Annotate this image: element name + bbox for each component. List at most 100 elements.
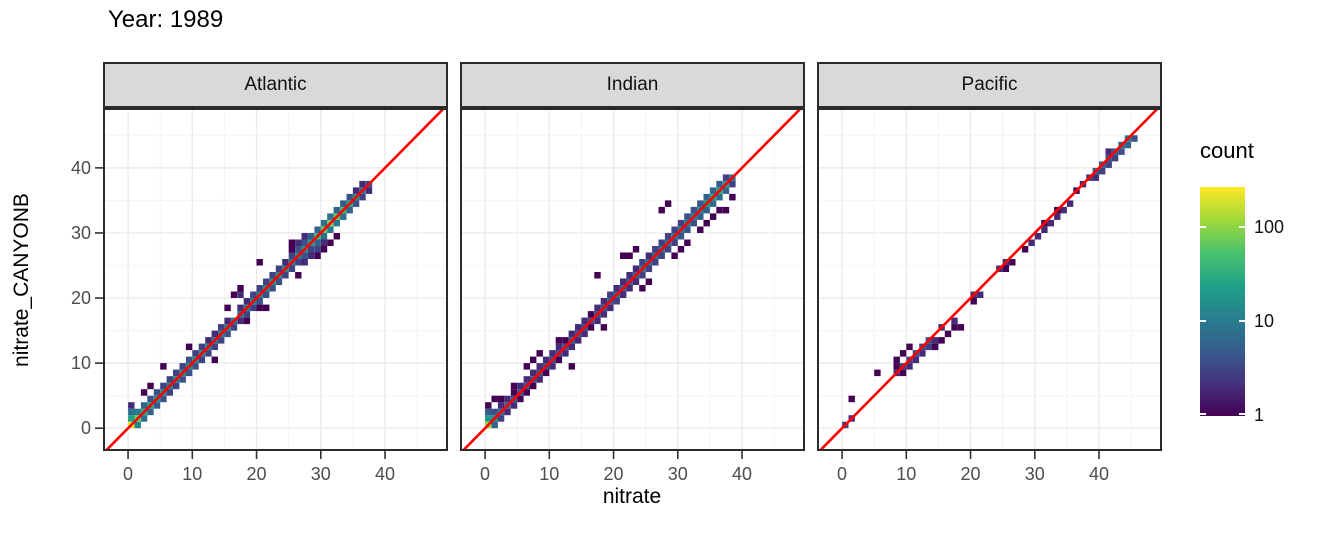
bin-tile xyxy=(237,304,244,312)
bin-tile xyxy=(1118,148,1125,155)
bin-tile xyxy=(205,337,212,344)
bin-tile xyxy=(237,285,244,292)
bin-tile xyxy=(224,304,231,312)
y-axis: 0 10 20 30 40 xyxy=(71,158,103,438)
bin-tile xyxy=(709,187,717,194)
bin-tile xyxy=(307,233,315,240)
bin-tile xyxy=(218,324,225,331)
bin-tile xyxy=(722,206,730,214)
bin-tile xyxy=(664,246,672,253)
bin-tile xyxy=(620,252,627,259)
bin-tile xyxy=(1124,141,1132,149)
x-tick-label: 40 xyxy=(1089,464,1109,484)
bin-tile xyxy=(600,311,608,318)
bin-tile xyxy=(140,389,148,396)
bin-tile xyxy=(671,239,678,246)
facet-strip-indian: Indian xyxy=(460,62,805,108)
bin-tile xyxy=(1092,174,1099,181)
bin-tile xyxy=(314,226,321,233)
bin-tile xyxy=(250,291,257,298)
bin-tile xyxy=(301,259,308,266)
bin-tile xyxy=(166,389,173,396)
bin-tile xyxy=(530,369,537,377)
legend-tick xyxy=(1200,320,1206,322)
bin-tile xyxy=(333,206,340,214)
bin-tile xyxy=(173,382,180,390)
bin-tile xyxy=(645,252,653,259)
bin-tile xyxy=(263,278,270,285)
bin-tile xyxy=(333,233,340,240)
bin-tile xyxy=(690,206,697,214)
legend-count: count 100 10 1 xyxy=(1196,138,1344,438)
x-tick-label: 0 xyxy=(480,464,490,484)
bin-tile xyxy=(211,356,218,364)
bin-tile xyxy=(504,395,511,403)
bin-tile xyxy=(485,408,492,416)
bin-tile xyxy=(664,233,672,240)
identity-line xyxy=(103,108,446,451)
bin-tile xyxy=(1028,239,1035,246)
bin-tile xyxy=(555,356,563,364)
bin-tile xyxy=(925,343,932,351)
legend-tick xyxy=(1239,413,1245,415)
bin-tile xyxy=(1105,161,1112,168)
y-axis-title: nitrate_CANYONB xyxy=(10,193,33,367)
y-tick-label: 20 xyxy=(71,288,91,308)
legend-label-100: 100 xyxy=(1254,217,1285,237)
facet-strip-pacific: Pacific xyxy=(817,62,1162,108)
facet-strip-label: Atlantic xyxy=(244,74,307,95)
bin-tile xyxy=(263,291,270,298)
bin-tile xyxy=(237,291,244,298)
bin-tile xyxy=(729,193,736,201)
bin-tile xyxy=(295,272,302,279)
bin-tile xyxy=(549,350,556,357)
bin-tile xyxy=(626,252,633,259)
bin-tile xyxy=(333,219,340,227)
bin-tile xyxy=(211,330,218,338)
bin2d-tiles xyxy=(103,108,446,451)
bin-tile xyxy=(530,382,537,390)
bin-tile xyxy=(346,193,353,201)
facet-strip-label: Indian xyxy=(606,74,659,95)
x-axis-title: nitrate xyxy=(602,485,662,508)
bin-tile xyxy=(613,285,620,292)
bin-tile xyxy=(128,415,135,422)
x-tick-label: 40 xyxy=(732,464,752,484)
bin-tile xyxy=(658,239,665,246)
bin-tile xyxy=(523,363,530,370)
bin-tile xyxy=(510,402,518,409)
bin-tile xyxy=(340,200,347,207)
bin-tile xyxy=(301,233,308,240)
bin-tile xyxy=(652,259,659,266)
bin-tile xyxy=(250,304,257,312)
bin-tile xyxy=(632,278,640,285)
bin-tile xyxy=(639,259,646,266)
bin-tile xyxy=(256,298,263,305)
y-tick-label: 10 xyxy=(71,353,91,373)
facet-strip-atlantic: Atlantic xyxy=(103,62,448,108)
bin-tile xyxy=(932,343,939,351)
bin-tile xyxy=(307,246,315,253)
bin-tile xyxy=(632,265,640,272)
bin-tile xyxy=(1002,265,1010,272)
bin-tile xyxy=(1054,213,1061,220)
bin-tile xyxy=(147,382,154,390)
bin-tile xyxy=(288,265,296,272)
bin-tile xyxy=(645,278,653,285)
bin-tile xyxy=(359,193,366,201)
panel-pacific: 0 10 20 30 40 xyxy=(817,108,1162,484)
bin-tile xyxy=(906,363,913,370)
bin-tile xyxy=(684,213,691,220)
bin-tile xyxy=(134,421,141,429)
bin-tile xyxy=(716,180,723,188)
bin-tile xyxy=(620,291,627,298)
legend-tick xyxy=(1239,320,1245,322)
bin-tile xyxy=(237,317,244,325)
bin-tile xyxy=(314,239,321,246)
x-tick-label: 10 xyxy=(539,464,559,484)
bin-tile xyxy=(1021,246,1029,253)
bin-tile xyxy=(153,402,161,409)
bin-tile xyxy=(517,382,524,390)
bin-tile xyxy=(1131,135,1138,142)
